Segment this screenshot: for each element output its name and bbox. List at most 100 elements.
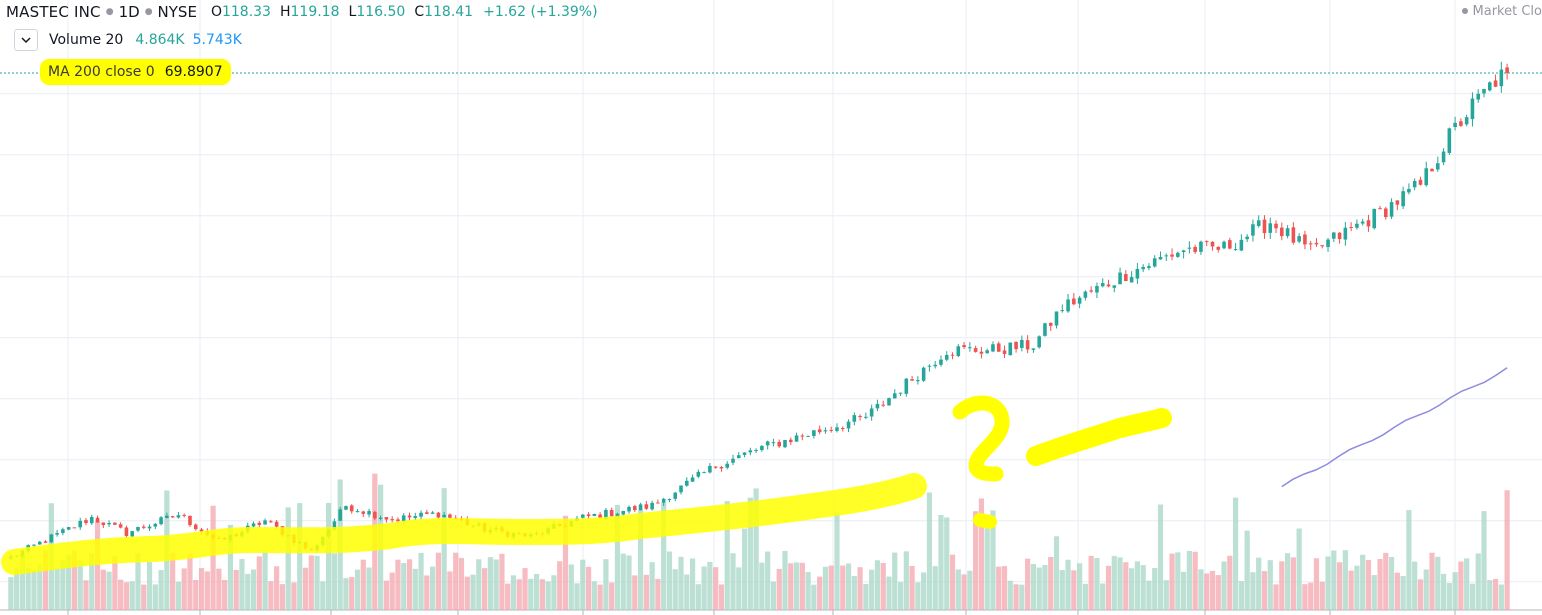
candle-body (349, 505, 354, 512)
candle-body (950, 354, 955, 356)
candle-body (864, 416, 868, 418)
volume-bar (1215, 575, 1221, 610)
volume-bar (562, 515, 569, 610)
volume-bar (661, 502, 667, 610)
volume-bar (1446, 582, 1452, 610)
volume-bar (401, 563, 407, 610)
candle-body (113, 522, 117, 525)
candle-body (199, 529, 204, 532)
volume-bar (1371, 575, 1377, 610)
volume-bar (609, 582, 615, 610)
volume-bar (430, 566, 436, 610)
candle-body (1100, 283, 1105, 287)
candle-body (1193, 246, 1197, 252)
volume-bar (227, 524, 234, 610)
candle-body (263, 520, 267, 525)
interval[interactable]: 1D (118, 3, 140, 21)
volume-bar (741, 528, 748, 610)
market-status: Market Clo (1461, 4, 1542, 19)
volume-bar (759, 562, 765, 610)
candle-body (962, 345, 966, 348)
candle-body (719, 466, 724, 469)
candle-body (604, 509, 608, 519)
candle-body (1332, 232, 1336, 239)
volume-bar (412, 568, 418, 610)
volume-bar (747, 497, 753, 610)
volume-bar (1232, 497, 1239, 610)
volume-bar (1163, 580, 1169, 610)
candle-body (136, 526, 140, 531)
volume-bar (1129, 568, 1135, 610)
volume-bar (100, 569, 106, 610)
volume-bar (926, 492, 933, 610)
candle-body (1505, 67, 1509, 73)
candle-body (1412, 180, 1417, 188)
volume-bar (141, 584, 147, 610)
candle-body (1112, 285, 1117, 288)
candle-body (771, 442, 776, 444)
candle-body (713, 466, 718, 468)
candle-body (1060, 310, 1065, 312)
candle-body (1187, 247, 1192, 249)
candle-body (1245, 236, 1249, 240)
collapse-legend-button[interactable] (14, 29, 38, 51)
candle-body (708, 465, 712, 473)
volume-bar (1204, 573, 1210, 610)
ma-label[interactable]: MA 200 close 0 (48, 64, 155, 80)
candle-body (1204, 241, 1209, 243)
volume-bar (1319, 581, 1325, 610)
volume-bar (349, 577, 355, 610)
volume-bar (1417, 579, 1424, 610)
volume-bar (689, 558, 696, 610)
candle-body (765, 441, 770, 446)
candle-body (361, 511, 366, 514)
volume-bar (620, 553, 626, 610)
volume-bar (464, 576, 470, 610)
ohlc-values: O118.33 H119.18 L116.50 C118.41 (211, 4, 473, 20)
volume-bar (967, 570, 973, 610)
candle-body (910, 379, 914, 381)
candle-body (1435, 163, 1440, 170)
volume-bar (863, 583, 869, 610)
candle-body (823, 430, 828, 432)
volume-bar (1325, 556, 1331, 610)
volume-bar (256, 556, 262, 610)
volume-label[interactable]: Volume 20 (49, 32, 124, 48)
candle-body (1048, 322, 1053, 326)
volume-bar (533, 573, 540, 610)
candle-body (1256, 220, 1261, 226)
volume-bar (1082, 583, 1088, 610)
question-mark (952, 395, 1010, 482)
volume-bar (1227, 555, 1233, 610)
volume-bar (1331, 550, 1337, 610)
volume-bar (1209, 570, 1216, 610)
candle-body (829, 429, 834, 431)
volume-bar (1308, 582, 1314, 610)
volume-bar (1100, 583, 1106, 610)
candle-body (956, 346, 961, 357)
volume-bar (1336, 562, 1343, 610)
candle-body (684, 480, 689, 486)
volume-bar (77, 559, 83, 610)
candle-body (1355, 223, 1359, 228)
candle-body (1366, 220, 1371, 227)
candle-body (436, 512, 441, 518)
ticker-name[interactable]: MASTEC INC (6, 3, 101, 21)
volume-bar (424, 575, 430, 610)
candle-body (1037, 336, 1041, 348)
candle-body (812, 430, 816, 436)
candle-body (1499, 69, 1504, 87)
candle-body (1095, 285, 1099, 293)
candle-body (725, 463, 730, 468)
candle-body (615, 513, 620, 517)
volume-bar (557, 561, 563, 610)
volume-bar (857, 567, 863, 610)
volume-bar (1140, 565, 1146, 610)
volume-bar (1383, 552, 1389, 610)
volume-bar (146, 562, 153, 610)
candle-body (1020, 339, 1024, 348)
volume-bar (1256, 557, 1262, 610)
volume-bar (880, 562, 886, 610)
candle-body (598, 514, 602, 519)
